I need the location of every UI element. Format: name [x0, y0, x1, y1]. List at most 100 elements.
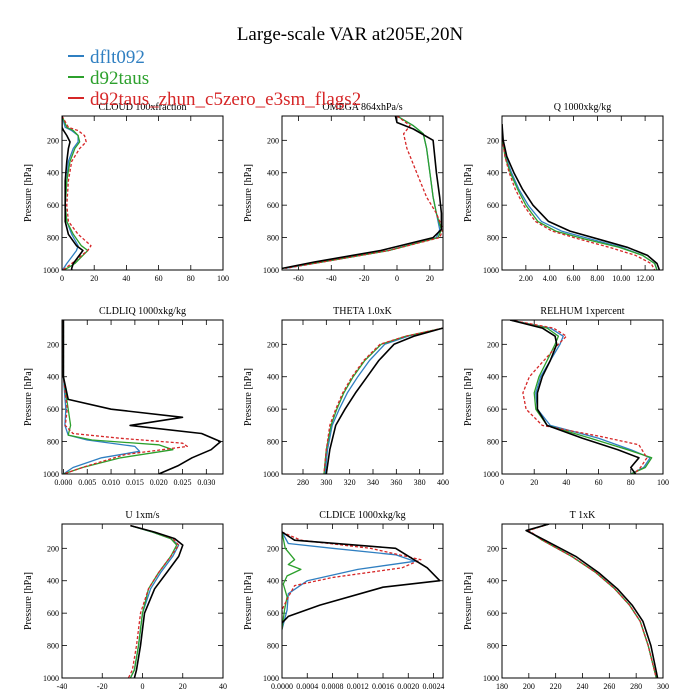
plot-frame [281, 115, 444, 271]
y-tick-label: 600 [267, 405, 279, 414]
y-tick-label: 400 [487, 373, 499, 382]
series-line-1 [282, 531, 416, 630]
y-tick-label: 800 [47, 438, 59, 447]
x-tick-label: 0.000 [54, 478, 72, 487]
y-tick-label: 1000 [263, 266, 279, 275]
x-ticks: 180 200 220 240 260 280 300 [496, 524, 669, 691]
series-line-4 [282, 116, 443, 270]
y-ticks: 200 400 600 800 1000 [263, 340, 443, 479]
series-line-4 [62, 116, 84, 270]
y-tick-label: 600 [47, 405, 59, 414]
y-tick-label: 1000 [263, 470, 279, 479]
x-tick-label: 0.0024 [423, 682, 445, 691]
y-tick-label: 400 [267, 169, 279, 178]
x-tick-label: 280 [297, 478, 309, 487]
y-tick-label: 800 [267, 642, 279, 651]
series-line-2 [62, 320, 174, 474]
series-group [127, 524, 184, 678]
x-ticks: 0 20 40 60 80 100 [60, 116, 229, 283]
x-tick-label: 200 [523, 682, 535, 691]
y-axis-label: Pressure [hPa] [463, 572, 474, 630]
series-line-4 [509, 320, 640, 474]
x-tick-label: 6.00 [567, 274, 581, 283]
legend-item-d92taus: d92taus [68, 68, 149, 89]
y-tick-label: 800 [267, 438, 279, 447]
series-line-1 [324, 327, 443, 474]
x-tick-label: 60 [595, 478, 603, 487]
x-tick-label: 20 [530, 478, 538, 487]
series-line-1 [285, 116, 441, 270]
x-tick-label: 40 [562, 478, 570, 487]
y-ticks: 200 400 600 800 1000 [263, 544, 443, 683]
series-line-2 [323, 327, 443, 474]
y-tick-label: 1000 [483, 470, 499, 479]
y-ticks: 200 400 600 800 1000 [483, 136, 663, 275]
y-ticks: 200 400 600 800 1000 [483, 544, 663, 683]
series-group [62, 320, 222, 474]
y-tick-label: 1000 [263, 674, 279, 683]
x-tick-label: -20 [359, 274, 370, 283]
x-tick-label: 0.0008 [322, 682, 344, 691]
y-tick-label: 600 [47, 201, 59, 210]
x-tick-label: 0.0004 [296, 682, 318, 691]
y-tick-label: 800 [47, 234, 59, 243]
x-ticks: 0 20 40 60 80 100 [500, 320, 669, 487]
y-tick-label: 400 [487, 577, 499, 586]
y-tick-label: 400 [47, 373, 59, 382]
series-line-4 [325, 327, 443, 474]
plot-frame [281, 523, 444, 679]
x-tick-label: 0 [60, 274, 64, 283]
plot-frame [61, 115, 224, 271]
series-group [502, 124, 661, 270]
y-tick-label: 600 [47, 609, 59, 618]
y-tick-label: 200 [47, 544, 59, 553]
y-tick-label: 200 [487, 136, 499, 145]
x-tick-label: 320 [344, 478, 356, 487]
y-tick-label: 400 [47, 169, 59, 178]
y-tick-label: 800 [487, 438, 499, 447]
x-tick-label: 0.0016 [372, 682, 394, 691]
y-tick-label: 800 [487, 234, 499, 243]
series-line-1 [502, 124, 658, 270]
series-line-2 [129, 524, 178, 678]
plot-frame [61, 523, 224, 679]
y-axis-label: Pressure [hPa] [23, 572, 34, 630]
plot-frame [501, 319, 664, 475]
series-line-3 [127, 524, 180, 678]
x-ticks: -60 -40 -20 0 20 [293, 116, 434, 283]
x-tick-label: 260 [603, 682, 615, 691]
y-axis-label: Pressure [hPa] [243, 164, 254, 222]
series-group [282, 116, 443, 270]
series-line-3 [509, 320, 648, 474]
plot-frame [501, 115, 664, 271]
x-tick-label: 20 [90, 274, 98, 283]
x-tick-label: 20 [426, 274, 434, 283]
x-tick-label: 300 [320, 478, 332, 487]
panel-title: OMEGA 864xhPa/s [322, 102, 402, 113]
x-tick-label: 100 [657, 478, 669, 487]
y-axis-label: Pressure [hPa] [463, 368, 474, 426]
panel-title: CLDLIQ 1000xkg/kg [99, 306, 186, 317]
x-tick-label: 0.025 [174, 478, 192, 487]
series-line-2 [526, 524, 657, 678]
y-tick-label: 400 [487, 169, 499, 178]
series-line-4 [130, 524, 184, 678]
panel-title: CLDICE 1000xkg/kg [319, 510, 405, 521]
x-tick-label: 0.020 [150, 478, 168, 487]
plot-frame [61, 319, 224, 475]
y-ticks: 200 400 600 800 1000 [483, 340, 663, 479]
x-tick-label: -40 [326, 274, 337, 283]
x-tick-label: 0.030 [197, 478, 215, 487]
y-tick-label: 600 [267, 609, 279, 618]
x-tick-label: 0.015 [126, 478, 144, 487]
y-tick-label: 200 [487, 544, 499, 553]
y-tick-label: 200 [47, 340, 59, 349]
y-tick-label: 800 [487, 642, 499, 651]
y-tick-label: 600 [267, 201, 279, 210]
y-tick-label: 200 [267, 340, 279, 349]
x-tick-label: 4.00 [543, 274, 557, 283]
